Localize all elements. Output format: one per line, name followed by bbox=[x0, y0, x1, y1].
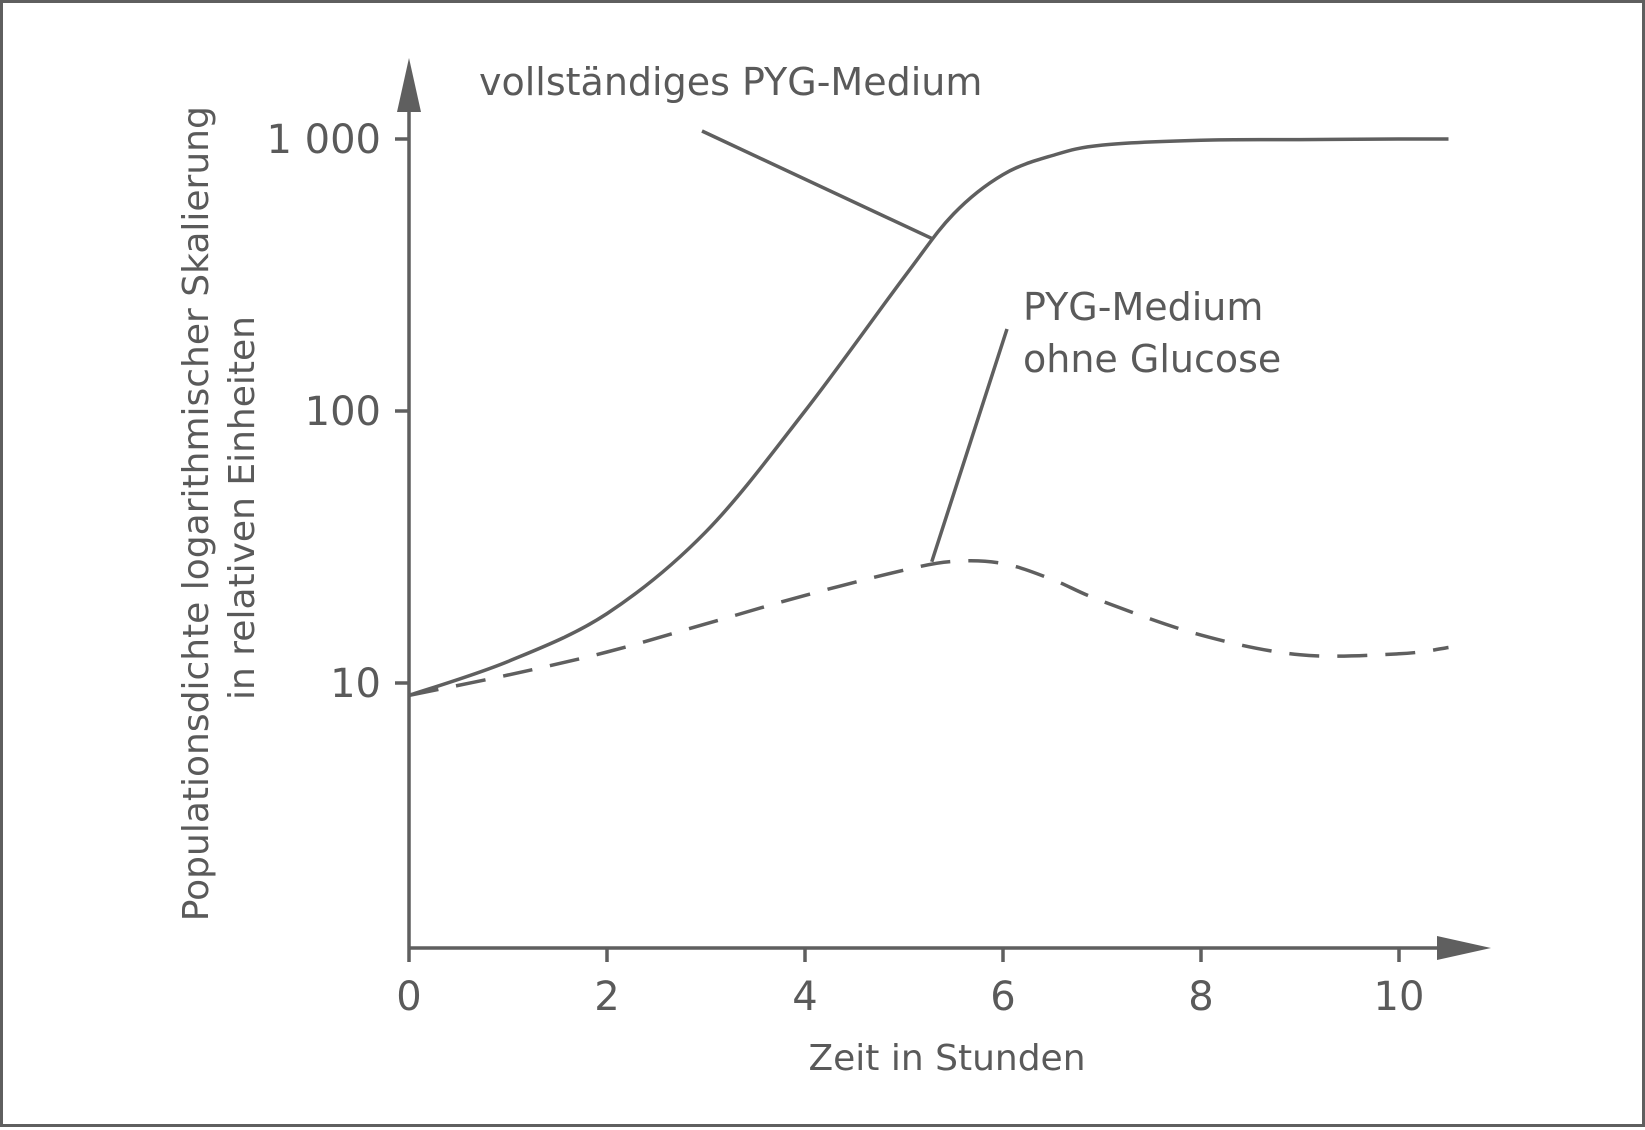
x-tick-label: 10 bbox=[1374, 974, 1425, 1020]
series-line-solid bbox=[408, 137, 1449, 698]
annotation-leader-line bbox=[701, 129, 935, 241]
x-axis-title: Zeit in Stunden bbox=[808, 1038, 1085, 1079]
x-tick-label: 6 bbox=[990, 974, 1015, 1020]
y-axis-arrow bbox=[397, 58, 421, 112]
annotation-leader-line bbox=[930, 328, 1009, 563]
x-tick-label: 8 bbox=[1188, 974, 1213, 1020]
line-chart: 0 2 4 6 8 10 10 100 1 000 vollständiges PYG-Med… bbox=[176, 58, 1491, 1079]
y-tick-label: 1 000 bbox=[266, 117, 381, 163]
x-tick-label: 4 bbox=[792, 974, 817, 1020]
x-tick-label: 2 bbox=[594, 974, 619, 1020]
annotation-no-glucose: PYG-Medium ohne Glucose bbox=[1023, 285, 1281, 381]
series-line-dashed bbox=[408, 559, 1449, 698]
annotation-no-glucose-line-1: PYG-Medium bbox=[1023, 285, 1263, 329]
y-tick-label: 100 bbox=[305, 389, 381, 435]
y-ticks: 10 100 1 000 bbox=[266, 117, 409, 707]
annotation-no-glucose-line-2: ohne Glucose bbox=[1023, 337, 1281, 381]
annotation-full-medium: vollständiges PYG-Medium bbox=[479, 60, 982, 104]
x-tick-label: 0 bbox=[396, 974, 421, 1020]
annotation-layer: vollständiges PYG-Medium PYG-Medium ohne G… bbox=[479, 60, 1281, 563]
x-axis-arrow bbox=[1437, 936, 1491, 960]
y-axis-title-line-2: in relativen Einheiten bbox=[222, 316, 263, 700]
y-axis-title-line-1: Populationsdichte logarithmischer Skalie… bbox=[176, 106, 217, 921]
y-tick-label: 10 bbox=[330, 661, 381, 707]
series-layer bbox=[408, 137, 1449, 698]
x-ticks: 0 2 4 6 8 10 bbox=[396, 948, 1424, 1020]
y-axis-title: Populationsdichte logarithmischer Skalie… bbox=[176, 95, 263, 922]
